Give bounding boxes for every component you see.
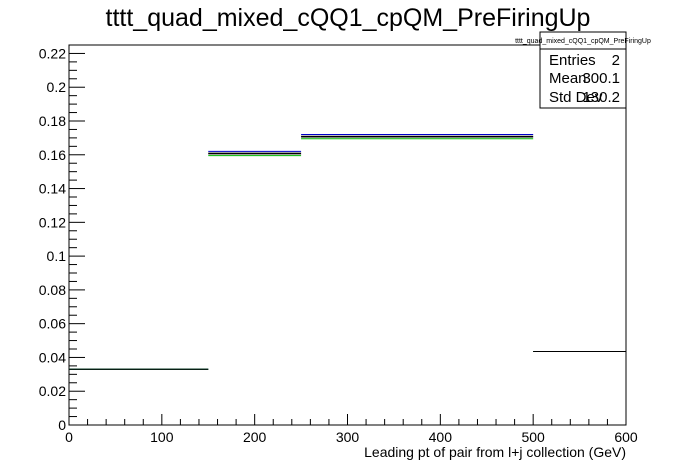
y-tick-label: 0.12 [39,214,66,230]
y-axis: 0 0.02 0.04 0.06 0.08 0.1 0.12 0.14 0.16 0.18 0.2 0… [39,44,85,433]
stats-mean-value: 300.1 [582,70,620,87]
y-tick-label: 0.02 [39,383,66,399]
x-tick-label: 500 [521,429,545,445]
y-tick-label: 0.1 [47,248,67,264]
histogram-bins [69,134,626,370]
x-tick-label: 300 [336,429,360,445]
x-tick-label: 200 [243,429,267,445]
y-tick-label: 0.14 [39,181,66,197]
y-tick-label: 0.04 [39,349,66,365]
y-tick-label: 0.08 [39,282,66,298]
x-tick-label: 100 [150,429,174,445]
stats-mean-label: Mean [549,70,587,87]
stats-title: tttt_quad_mixed_cQQ1_cpQM_PreFiringUp [515,38,651,45]
y-tick-label: 0.18 [39,113,66,129]
x-axis: 0 100 200 300 400 500 600 [65,414,638,445]
chart-title: tttt_quad_mixed_cQQ1_cpQM_PreFiringUp [106,4,591,32]
stats-box: tttt_quad_mixed_cQQ1_cpQM_PreFiringUp En… [515,31,651,109]
x-tick-label: 0 [65,429,73,445]
stats-stddev-value: 130.2 [582,89,620,106]
y-tick-label: 0 [58,417,66,433]
stats-entries-value: 2 [612,52,620,69]
x-axis-label: Leading pt of pair from l+j collection (… [364,444,626,460]
x-tick-label: 400 [429,429,453,445]
y-tick-label: 0.06 [39,316,66,332]
x-tick-label: 600 [614,429,638,445]
y-tick-label: 0.16 [39,147,66,163]
y-tick-label: 0.2 [47,79,67,95]
stats-stddev-label: Std Dev [549,89,603,106]
stats-entries-label: Entries [549,52,596,69]
y-tick-label: 0.22 [39,45,66,61]
